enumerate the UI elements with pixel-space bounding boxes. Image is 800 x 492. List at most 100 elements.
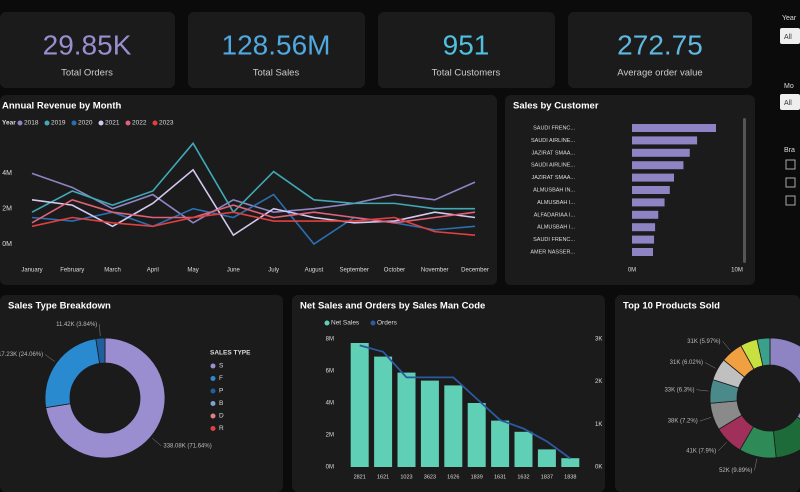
dropdown[interactable] bbox=[780, 94, 800, 110]
bar bbox=[444, 385, 463, 467]
data-label: 38K (7.2%) bbox=[668, 419, 698, 425]
x-tick-label: January bbox=[21, 268, 42, 274]
bar bbox=[632, 198, 665, 207]
legend-label: 2020 bbox=[78, 120, 93, 127]
legend-swatch bbox=[17, 120, 23, 126]
slice bbox=[769, 337, 800, 420]
bar bbox=[374, 356, 393, 467]
legend-swatch bbox=[125, 120, 131, 126]
bar bbox=[467, 403, 486, 467]
y-tick-label: 8M bbox=[326, 337, 334, 343]
leader-line bbox=[699, 417, 712, 422]
legend-title: Year bbox=[2, 120, 16, 127]
y-tick-label: 0M bbox=[326, 465, 334, 471]
legend-label: 2018 bbox=[24, 120, 39, 127]
line bbox=[359, 344, 571, 460]
leader-line bbox=[152, 437, 162, 447]
x-tick-label: 1837 bbox=[541, 474, 553, 480]
x-tick-label: September bbox=[340, 268, 369, 274]
kpi-value: 951 bbox=[443, 29, 490, 60]
bar bbox=[632, 235, 655, 244]
kpi-card bbox=[568, 12, 752, 88]
legend-label: R bbox=[219, 425, 224, 432]
y-tick-label: 6M bbox=[326, 369, 334, 375]
kpi-card bbox=[378, 12, 555, 88]
x-tick-label: 3623 bbox=[424, 474, 436, 480]
legend-label: P bbox=[219, 388, 223, 395]
category-label: JAZIRAT SMAA... bbox=[532, 150, 576, 156]
bar bbox=[632, 173, 674, 182]
kpi-label: Total Orders bbox=[61, 68, 113, 79]
bar bbox=[632, 124, 716, 132]
x-tick-label: November bbox=[421, 268, 449, 274]
y2-tick-label: 2K bbox=[595, 379, 602, 385]
legend-swatch bbox=[370, 320, 376, 326]
chart-title: Sales by Customer bbox=[513, 101, 599, 112]
x-tick-label: February bbox=[60, 268, 84, 274]
data-label: 338.08K (71.64%) bbox=[163, 444, 211, 450]
y-tick-label: 2M bbox=[2, 206, 12, 213]
legend-swatch bbox=[71, 120, 77, 126]
checkbox[interactable] bbox=[785, 195, 796, 206]
y-tick-label: 4M bbox=[2, 170, 12, 177]
legend-title: SALES TYPE bbox=[210, 350, 251, 357]
bar bbox=[350, 343, 369, 467]
dropdown[interactable] bbox=[780, 28, 800, 44]
x-tick-label: 0M bbox=[628, 268, 636, 274]
slicer-label: Bra bbox=[784, 147, 795, 154]
data-label: 11.42K (3.84%) bbox=[56, 322, 97, 328]
bar bbox=[632, 248, 653, 256]
x-tick-label: December bbox=[461, 268, 489, 274]
x-tick-label: 1626 bbox=[447, 474, 459, 480]
slice bbox=[95, 337, 106, 364]
category-label: SAUDI AIRLINE... bbox=[531, 163, 575, 169]
leader-line bbox=[704, 362, 716, 369]
y2-tick-label: 3K bbox=[595, 337, 602, 343]
category-label: ALMUSBAH I... bbox=[537, 225, 575, 231]
slicer-value: All bbox=[784, 34, 792, 41]
data-label: 117.23K (24.06%) bbox=[0, 352, 43, 358]
y2-tick-label: 1K bbox=[595, 422, 602, 428]
legend-swatch bbox=[210, 363, 216, 369]
bar bbox=[632, 161, 684, 170]
data-label: 41K (7.9%) bbox=[686, 448, 716, 454]
checkbox[interactable] bbox=[785, 159, 796, 170]
y-tick-label: 0M bbox=[2, 241, 12, 248]
kpi-value: 272.75 bbox=[617, 29, 703, 60]
x-tick-label: 1632 bbox=[517, 474, 529, 480]
category-label: ALMUSBAH I... bbox=[537, 200, 575, 206]
leader-line bbox=[696, 389, 709, 392]
chart-title: Sales Type Breakdown bbox=[8, 301, 111, 312]
chart-title: Annual Revenue by Month bbox=[2, 101, 121, 112]
y2-tick-label: 0K bbox=[595, 465, 602, 471]
legend-label: 2019 bbox=[51, 120, 66, 127]
kpi-label: Total Customers bbox=[432, 68, 501, 79]
chart-title: Top 10 Products Sold bbox=[623, 301, 720, 312]
data-label: 31K (5.97%) bbox=[687, 339, 720, 345]
line bbox=[31, 141, 475, 214]
scrollbar[interactable] bbox=[743, 118, 746, 263]
panel bbox=[0, 95, 497, 285]
category-label: SAUDI FRENC... bbox=[533, 125, 575, 131]
x-tick-label: 2821 bbox=[354, 474, 366, 480]
data-label: 33K (6.3%) bbox=[664, 387, 694, 393]
x-tick-label: 1838 bbox=[564, 474, 576, 480]
x-tick-label: 10M bbox=[731, 268, 743, 274]
leader-line bbox=[754, 458, 758, 471]
line bbox=[31, 198, 476, 224]
kpi-card bbox=[0, 12, 175, 88]
legend-label: S bbox=[219, 363, 224, 370]
line bbox=[31, 211, 476, 236]
bar bbox=[632, 136, 698, 145]
category-label: SAUDI AIRLINE... bbox=[531, 138, 575, 144]
bar bbox=[491, 420, 510, 467]
legend-swatch bbox=[210, 376, 216, 381]
legend-swatch bbox=[44, 120, 50, 126]
kpi-value: 128.56M bbox=[222, 29, 331, 60]
bar bbox=[632, 210, 659, 219]
category-label: JAZIRAT SMAA... bbox=[532, 175, 576, 181]
checkbox[interactable] bbox=[785, 177, 796, 188]
bar bbox=[420, 380, 439, 467]
data-label: 52K (9.89%) bbox=[719, 468, 752, 474]
